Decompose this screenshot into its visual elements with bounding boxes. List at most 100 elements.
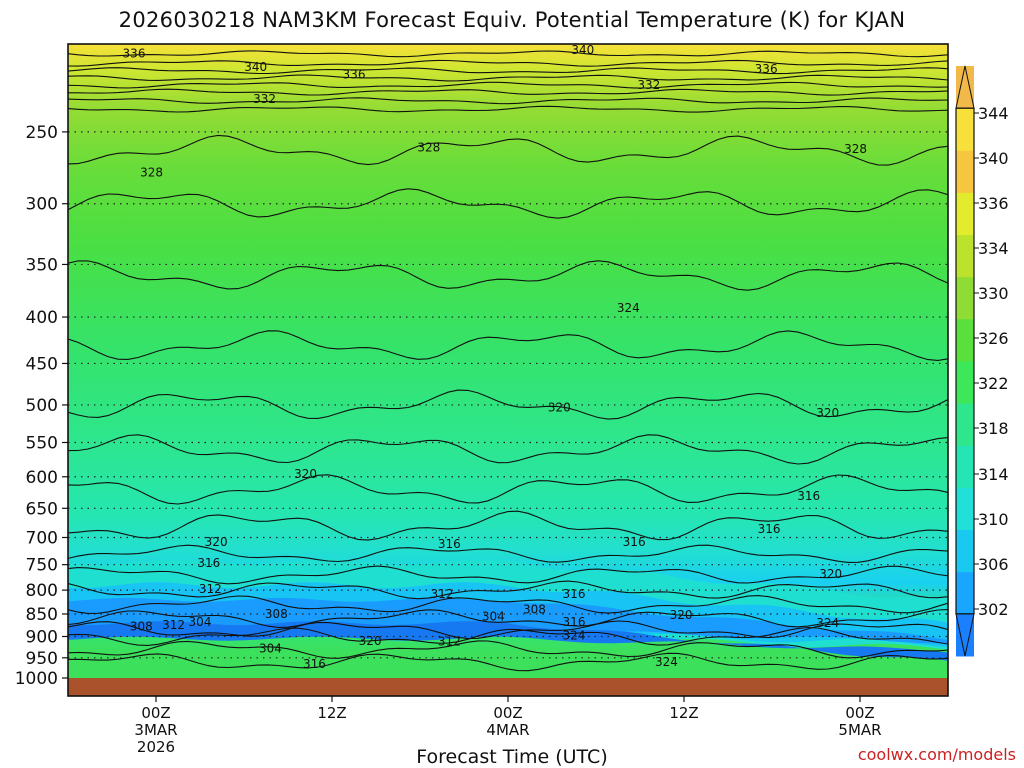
contour-label: 304 [482, 609, 505, 623]
y-tick-label: 400 [26, 308, 58, 328]
contour-label: 304 [259, 642, 282, 656]
y-tick-label: 950 [26, 649, 58, 669]
contour-label: 316 [438, 537, 461, 551]
contour-line [68, 620, 948, 640]
contour-label: 312 [431, 587, 454, 601]
contour-label: 320 [294, 467, 317, 481]
y-tick-label: 800 [26, 581, 58, 601]
y-tick-label: 900 [26, 627, 58, 647]
contour-label: 316 [758, 522, 781, 536]
contour-line [68, 105, 948, 113]
y-tick-label: 250 [26, 123, 58, 143]
contour-label: 320 [359, 634, 382, 648]
colorbar-segment [956, 108, 974, 151]
colorbar-segment [956, 276, 974, 320]
x-tick-label: 00Z [845, 704, 874, 722]
contour-label: 312 [162, 618, 185, 632]
colorbar: 302 306 310 314 318 322 326 330 334 336 340 344 [955, 65, 1009, 657]
contour-line [68, 67, 948, 75]
contour-line [68, 565, 948, 585]
contour-label: 328 [417, 140, 440, 154]
colorbar-frame [955, 107, 975, 615]
contour-line [68, 188, 948, 219]
contour-label: 316 [563, 587, 586, 601]
y-tick-label: 450 [26, 354, 58, 374]
contour-label: 336 [755, 62, 778, 76]
site-credit: coolwx.com/models [857, 745, 1016, 764]
colorbar-segment [956, 361, 974, 404]
contour-label: 320 [670, 608, 693, 622]
contour-line [68, 595, 948, 614]
y-tick-label: 300 [26, 195, 58, 215]
x-tick-label: 4MAR [486, 721, 529, 739]
y-tick-label: 350 [26, 255, 58, 275]
contour-label: 308 [265, 607, 288, 621]
colorbar-label: 334 [978, 239, 1009, 258]
colorbar-segment [956, 487, 974, 531]
contour-line [68, 81, 948, 89]
contour-label: 324 [816, 616, 839, 630]
contour-label: 336 [123, 47, 146, 61]
colorbar-label: 306 [978, 555, 1009, 574]
contour-line [68, 510, 948, 541]
ground-surface [68, 678, 948, 696]
contour-label: 340 [244, 60, 267, 74]
contour-line [68, 59, 948, 67]
y-tick-label: 500 [26, 396, 58, 416]
contour-line [68, 389, 948, 420]
contour-line [68, 134, 948, 166]
contour-line [68, 640, 948, 659]
contour-label: 328 [140, 165, 163, 179]
x-tick-label: 2026 [137, 738, 175, 756]
contour-label: 320 [819, 567, 842, 581]
colorbar-segment [956, 529, 974, 573]
y-tick-label: 600 [26, 468, 58, 488]
contour-label: 320 [816, 406, 839, 420]
contour-label: 324 [655, 655, 678, 669]
colorbar-label: 310 [978, 510, 1009, 529]
contour-line [68, 544, 948, 563]
colorbar-label: 336 [978, 194, 1009, 213]
y-tick-label: 550 [26, 433, 58, 453]
x-tick-label: 00Z [493, 704, 522, 722]
contour-line [68, 330, 948, 361]
moist-band-blue [68, 597, 948, 644]
x-tick-label: 12Z [669, 704, 698, 722]
contour-label: 324 [563, 629, 586, 643]
colorbar-segment [956, 234, 974, 278]
contour-label: 320 [205, 535, 228, 549]
contour-label: 320 [548, 400, 571, 414]
colorbar-segment [956, 403, 974, 446]
colorbar-label: 322 [978, 374, 1009, 393]
x-tick-label: 12Z [317, 704, 346, 722]
contour-line [68, 474, 948, 505]
contour-lines [68, 50, 948, 672]
contour-label: 308 [523, 602, 546, 616]
colorbar-label: 326 [978, 329, 1009, 348]
contour-label: 316 [197, 556, 220, 570]
contour-line [68, 652, 948, 672]
colorbar-segment [956, 318, 974, 362]
y-tick-label: 750 [26, 556, 58, 576]
contour-label: 316 [563, 615, 586, 629]
contour-line [68, 50, 948, 58]
x-tick-label: 5MAR [838, 721, 881, 739]
colorbar-segment [956, 150, 974, 193]
colorbar-label: 340 [978, 149, 1009, 168]
contour-label: 316 [797, 489, 820, 503]
y-tick-label: 700 [26, 528, 58, 548]
x-tick-label: 00Z [141, 704, 170, 722]
y-tick-label: 650 [26, 499, 58, 519]
colorbar-segment [956, 192, 974, 236]
contour-line [68, 580, 948, 600]
colorbar-segment [956, 445, 974, 488]
contour-line [68, 609, 948, 628]
contour-label: 324 [617, 301, 640, 315]
contour-label: 312 [438, 635, 461, 649]
colorbar-segment [956, 571, 974, 615]
contour-line [68, 434, 948, 465]
moist-band-deep-blue [68, 621, 948, 661]
contour-line [68, 626, 948, 646]
contour-label: 336 [343, 67, 366, 81]
